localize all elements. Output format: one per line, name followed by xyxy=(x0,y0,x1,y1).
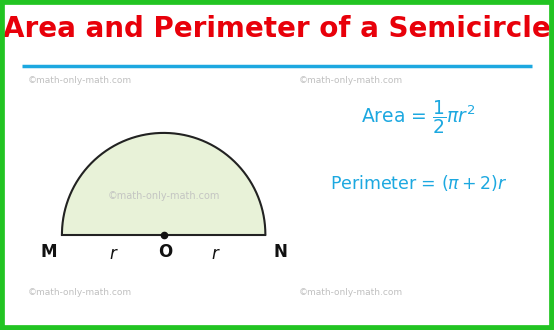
Text: r: r xyxy=(211,245,218,263)
Text: ©math-only-math.com: ©math-only-math.com xyxy=(107,191,220,201)
Text: N: N xyxy=(274,243,288,261)
Text: Perimeter = $(\pi + 2)r$: Perimeter = $(\pi + 2)r$ xyxy=(330,173,507,193)
Text: M: M xyxy=(40,243,57,261)
Text: Area and Perimeter of a Semicircle: Area and Perimeter of a Semicircle xyxy=(3,15,551,43)
Text: O: O xyxy=(158,243,173,261)
Text: r: r xyxy=(109,245,116,263)
Polygon shape xyxy=(62,133,265,235)
Text: ©math-only-math.com: ©math-only-math.com xyxy=(299,76,403,85)
Text: ©math-only-math.com: ©math-only-math.com xyxy=(299,288,403,297)
Text: ©math-only-math.com: ©math-only-math.com xyxy=(28,288,132,297)
Text: Area = $\dfrac{1}{2}$$\pi r^2$: Area = $\dfrac{1}{2}$$\pi r^2$ xyxy=(361,98,475,136)
Text: ©math-only-math.com: ©math-only-math.com xyxy=(28,76,132,85)
